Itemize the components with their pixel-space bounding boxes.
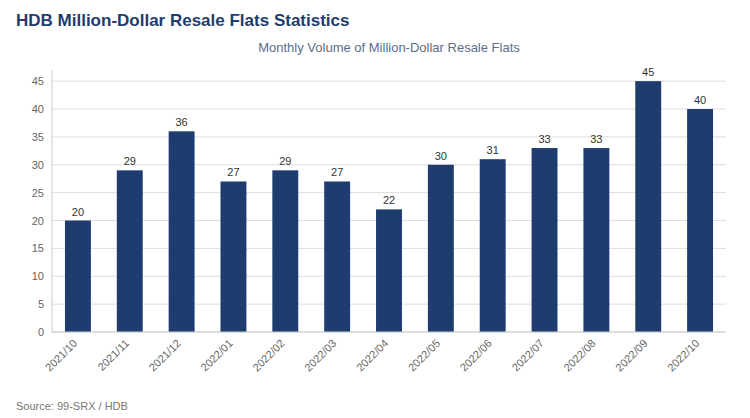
bars <box>65 81 713 332</box>
data-label: 27 <box>331 166 343 178</box>
data-labels: 20 29 36 27 29 27 22 30 31 33 33 45 40 <box>72 66 706 217</box>
grid-line <box>52 332 726 333</box>
data-label: 29 <box>124 155 136 167</box>
data-label: 45 <box>642 66 654 78</box>
data-label: 33 <box>590 133 602 145</box>
bar <box>635 81 661 332</box>
x-tick-label: 2021/10 <box>43 337 80 374</box>
y-tick-label: 45 <box>32 75 44 87</box>
title: HDB Million-Dollar Resale Flats Statisti… <box>16 11 349 30</box>
y-axis: 0 5 10 15 20 25 30 35 40 45 <box>32 70 726 338</box>
data-label: 31 <box>487 144 499 156</box>
bar <box>324 181 350 332</box>
x-tick-label: 2022/04 <box>354 337 391 374</box>
x-tick-label: 2022/07 <box>509 337 546 374</box>
y-tick-label: 25 <box>32 187 44 199</box>
x-axis: 2021/10 2021/11 2021/12 2022/01 2022/02 2022/… <box>43 332 726 374</box>
y-tick-label: 10 <box>32 270 44 282</box>
x-tick-label: 2021/12 <box>146 337 183 374</box>
x-tick-label: 2022/09 <box>613 337 650 374</box>
grid-line <box>52 192 726 193</box>
x-tick-label: 2022/03 <box>302 337 339 374</box>
bar <box>169 131 195 332</box>
x-tick-label: 2022/02 <box>250 337 287 374</box>
y-axis-line <box>52 70 53 332</box>
x-tick-label: 2022/10 <box>665 337 702 374</box>
bar <box>272 170 298 332</box>
x-tick-label: 2022/06 <box>458 337 495 374</box>
data-label: 22 <box>383 194 395 206</box>
data-label: 27 <box>227 166 239 178</box>
data-label: 30 <box>435 150 447 162</box>
grid-line <box>52 81 726 82</box>
bar <box>480 159 506 332</box>
y-tick-label: 35 <box>32 131 44 143</box>
bar <box>532 148 558 332</box>
y-tick-label: 0 <box>38 326 44 338</box>
x-axis-line <box>52 332 726 333</box>
data-label: 20 <box>72 206 84 218</box>
bar <box>687 109 713 332</box>
bar <box>583 148 609 332</box>
bar <box>117 170 143 332</box>
y-tick-label: 20 <box>32 215 44 227</box>
bar <box>65 221 91 332</box>
chart: HDB Million-Dollar Resale Flats Statisti… <box>0 0 750 418</box>
bar <box>428 165 454 332</box>
y-tick-label: 5 <box>38 298 44 310</box>
grid-line <box>52 109 726 110</box>
subtitle: Monthly Volume of Million-Dollar Resale … <box>258 40 520 55</box>
data-label: 33 <box>538 133 550 145</box>
x-tick-label: 2022/05 <box>406 337 443 374</box>
x-tick-label: 2022/01 <box>198 337 235 374</box>
bar <box>221 181 247 332</box>
grid-line <box>52 164 726 165</box>
data-label: 40 <box>694 94 706 106</box>
data-label: 29 <box>279 155 291 167</box>
source: Source: 99-SRX / HDB <box>16 400 128 412</box>
y-tick-label: 30 <box>32 159 44 171</box>
y-tick-label: 40 <box>32 103 44 115</box>
x-tick-label: 2021/11 <box>95 337 131 373</box>
y-tick-label: 15 <box>32 242 44 254</box>
data-label: 36 <box>175 116 187 128</box>
grid-line <box>52 136 726 137</box>
bar <box>376 209 402 332</box>
x-tick-label: 2022/08 <box>561 337 598 374</box>
